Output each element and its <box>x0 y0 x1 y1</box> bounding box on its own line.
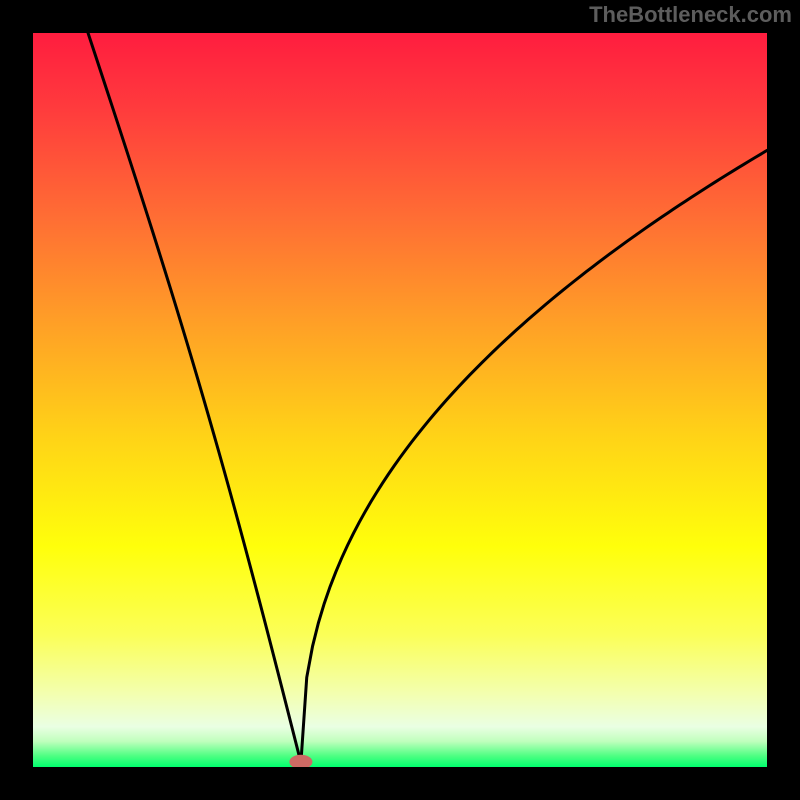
minimum-marker <box>290 755 312 767</box>
chart-svg <box>33 33 767 767</box>
gradient-background <box>33 33 767 767</box>
plot-area <box>33 33 767 767</box>
outer-frame: TheBottleneck.com <box>0 0 800 800</box>
watermark-text: TheBottleneck.com <box>589 2 792 28</box>
